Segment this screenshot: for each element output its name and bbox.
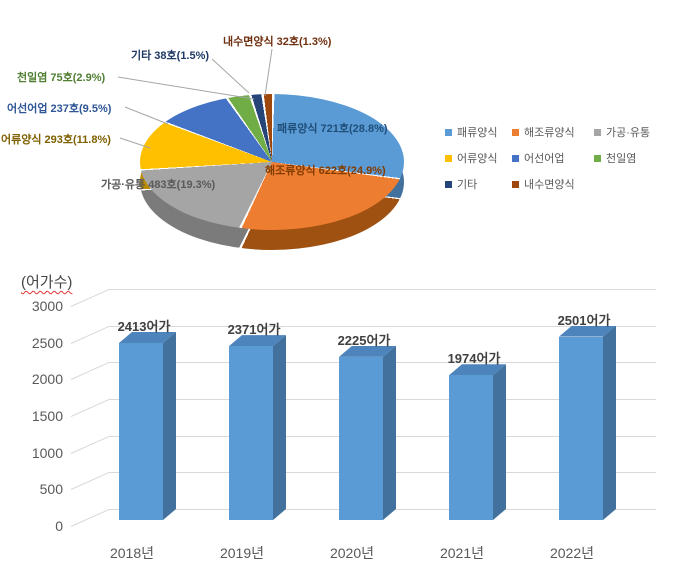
bar-front-face bbox=[119, 343, 163, 520]
pie-slice-label: 천일염 75호(2.9%) bbox=[17, 72, 106, 84]
bar-value-label: 1974어가 bbox=[447, 351, 501, 367]
legend-color-swatch bbox=[512, 128, 519, 136]
x-axis-tick-label: 2022년 bbox=[549, 545, 595, 561]
legend-label: 천일염 bbox=[606, 153, 637, 165]
legend-label: 내수면양식 bbox=[524, 179, 575, 191]
bar-front-face bbox=[449, 375, 493, 520]
x-axis-tick-label: 2018년 bbox=[109, 545, 155, 561]
gridline bbox=[109, 288, 656, 290]
y-axis-tick-label: 500 bbox=[39, 481, 63, 498]
x-axis-tick-label: 2019년 bbox=[219, 545, 265, 561]
legend-color-swatch bbox=[445, 180, 452, 188]
x-axis-tick-label: 2020년 bbox=[329, 545, 375, 561]
legend-item: 기타 bbox=[445, 176, 477, 192]
bar-top-face bbox=[339, 346, 396, 357]
y-axis-tick-label: 3000 bbox=[31, 297, 63, 314]
legend-item: 해조류양식 bbox=[512, 124, 575, 140]
bar-value-label: 2371어가 bbox=[227, 322, 281, 338]
legend-color-swatch bbox=[512, 180, 519, 188]
bar-2021년 bbox=[449, 364, 506, 520]
legend-color-swatch bbox=[594, 154, 601, 162]
bar-side-face bbox=[273, 335, 286, 520]
pie-slice-label: 해조류양식 622호(24.9%) bbox=[265, 165, 386, 177]
gridline bbox=[109, 325, 656, 327]
legend-label: 가공·유통 bbox=[606, 127, 651, 139]
legend-color-swatch bbox=[445, 128, 452, 136]
pie-slice-label: 패류양식 721호(28.8%) bbox=[277, 123, 388, 135]
bar-top-face bbox=[559, 326, 616, 337]
bar-side-face bbox=[163, 332, 176, 520]
bar-front-face bbox=[229, 346, 273, 520]
bar-side-face bbox=[493, 364, 506, 520]
legend-color-swatch bbox=[445, 154, 452, 162]
gridline-side-connector bbox=[70, 398, 110, 417]
pie-leader-lines bbox=[117, 48, 273, 149]
y-axis-tick-label: 0 bbox=[55, 518, 63, 534]
legend-item: 어선어업 bbox=[512, 150, 564, 166]
legend-label: 어선어업 bbox=[524, 153, 565, 165]
legend-color-swatch bbox=[594, 128, 601, 136]
y-axis-tick-label: 1000 bbox=[31, 444, 63, 461]
legend-color-swatch bbox=[512, 154, 519, 162]
bar-2018년 bbox=[119, 332, 176, 520]
pie-3d-surface bbox=[140, 94, 404, 230]
pie-slice-label: 기타 38호(1.5%) bbox=[131, 50, 210, 62]
pie-slice-label: 어선어업 237호(9.5%) bbox=[7, 103, 112, 115]
bar-2020년 bbox=[339, 346, 396, 520]
bar-side-face bbox=[603, 326, 616, 520]
x-axis-tick-label: 2021년 bbox=[439, 545, 485, 561]
gridline-side-connector bbox=[70, 508, 110, 527]
legend-label: 패류양식 bbox=[457, 127, 498, 139]
gridline-side-connector bbox=[70, 288, 110, 307]
bar-chart: (어가수) 0 500 1000 1500 2000 2500 3000 2413어가 237… bbox=[0, 262, 680, 584]
bar-side-face bbox=[383, 346, 396, 520]
bar-top-face bbox=[449, 364, 506, 375]
bar-front-face bbox=[559, 336, 603, 520]
pie-slice-label: 어류양식 293호(11.8%) bbox=[1, 134, 111, 146]
bar-value-label: 2501어가 bbox=[557, 312, 611, 328]
legend-item: 내수면양식 bbox=[512, 176, 575, 192]
bar-2022년 bbox=[559, 326, 616, 520]
legend-item: 어류양식 bbox=[445, 150, 497, 166]
legend-item: 천일염 bbox=[594, 150, 636, 166]
gridline-side-connector bbox=[70, 362, 110, 381]
y-axis-tick-label: 1500 bbox=[31, 407, 63, 424]
bar-top-face bbox=[229, 335, 286, 346]
bar-front-face bbox=[339, 356, 383, 520]
y-axis-tick-label: 2500 bbox=[31, 334, 63, 351]
bar-value-label: 2413어가 bbox=[117, 319, 171, 335]
legend-label: 기타 bbox=[457, 179, 478, 191]
legend-item: 가공·유통 bbox=[594, 124, 650, 140]
y-axis-tick-label: 2000 bbox=[31, 371, 63, 388]
gridline-side-connector bbox=[70, 435, 110, 454]
bar-2019년 bbox=[229, 335, 286, 520]
pie-slice-label: 내수면양식 32호(1.3%) bbox=[223, 36, 332, 48]
legend-item: 패류양식 bbox=[445, 124, 497, 140]
pie-slice-label: 가공·유통 483호(19.3%) bbox=[101, 179, 216, 191]
legend-label: 해조류양식 bbox=[524, 127, 575, 139]
bar-top-face bbox=[119, 332, 176, 343]
bar-value-label: 2225어가 bbox=[337, 332, 391, 348]
gridline-side-connector bbox=[70, 472, 110, 491]
legend-label: 어류양식 bbox=[457, 153, 498, 165]
pie-chart: 패류양식 721호(28.8%) 해조류양식 622호(24.9%) 가공·유통… bbox=[0, 0, 680, 262]
y-axis-unit-label: (어가수) bbox=[21, 274, 73, 291]
